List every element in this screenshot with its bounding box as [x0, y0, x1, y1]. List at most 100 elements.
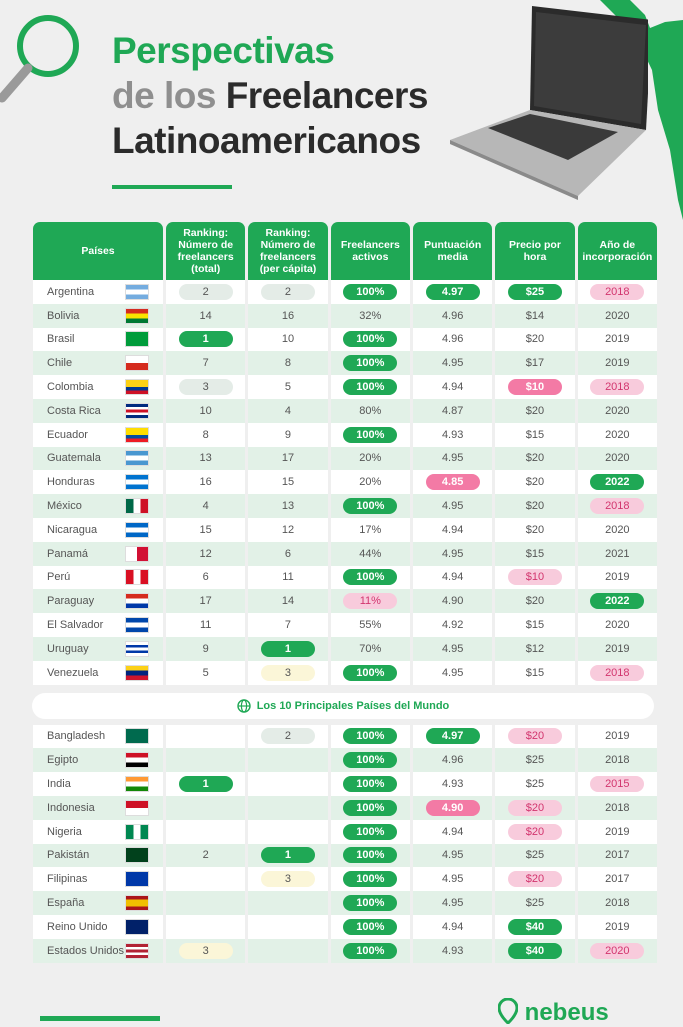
country-name: Reino Unido: [47, 920, 108, 933]
cell-value: 4.94: [441, 523, 464, 536]
cell-value: 4.93: [441, 428, 464, 441]
cell-value: $20: [507, 799, 562, 816]
table-cell: 3: [248, 660, 328, 685]
table-cell: 4.96: [412, 303, 493, 328]
cell-value: 13: [199, 452, 212, 465]
cell-value: 10: [281, 333, 295, 346]
table-cell: $10: [495, 565, 575, 590]
country-cell: Brasil: [33, 327, 163, 352]
table-cell: 2022: [577, 589, 657, 614]
table-row: El Salvador 11 7 55% 4.92 $15 2020: [33, 613, 657, 637]
cell-value: 4.95: [441, 500, 464, 513]
table-cell: 1: [166, 327, 246, 352]
cell-value: 2022: [590, 474, 645, 491]
table-cell: 4.96: [412, 748, 493, 773]
country-name: Argentina: [47, 285, 95, 298]
table-cell: $20: [495, 327, 575, 352]
table-cell: $20: [495, 867, 575, 892]
table-row: Reino Unido 100% 4.94 $40 2019: [33, 914, 657, 939]
page-title: Perspectivas de los Freelancers Latinoam…: [112, 28, 428, 163]
table-cell: $15: [495, 422, 575, 447]
flag-ph-icon: [125, 871, 149, 888]
country-cell: Honduras: [33, 470, 163, 495]
table-cell: 16: [166, 470, 246, 495]
cell-value: 100%: [343, 847, 398, 864]
cell-value: $20: [525, 523, 545, 536]
world-rows: Bangladesh 2 100% 4.97 $20 2019 Egipto 100% 4.96…: [33, 724, 657, 963]
flag-gt-icon: [125, 450, 149, 467]
table-cell: 4.95: [412, 867, 493, 892]
table-cell: 8: [166, 422, 246, 447]
cell-value: 100%: [343, 498, 398, 515]
table-cell: 8: [248, 351, 328, 376]
cell-value: 4.95: [441, 357, 464, 370]
table-cell: $25: [495, 843, 575, 868]
cell-value: 4.95: [441, 849, 464, 862]
table-row: Guatemala 13 17 20% 4.95 $20 2020: [33, 446, 657, 471]
cell-value: 4: [284, 404, 292, 417]
table-cell: 100%: [330, 914, 410, 939]
latam-rows: Argentina 2 2 100% 4.97 $25 2018 Bolivia 14 16 32%…: [33, 280, 657, 685]
table-cell: $20: [495, 724, 575, 749]
table-cell: 4.95: [412, 494, 493, 518]
cell-value: 9: [284, 428, 292, 441]
flag-ar-icon: [125, 283, 149, 300]
cell-value: $20: [525, 404, 545, 417]
table-cell: $20: [495, 446, 575, 471]
cell-value: $20: [525, 595, 545, 608]
table-cell: 4.93: [412, 938, 493, 963]
cell-value: 6: [284, 547, 292, 560]
table-cell: 7: [166, 351, 246, 376]
table-cell: 1: [166, 772, 246, 796]
table-cell: 11%: [330, 589, 410, 614]
table-cell: 2020: [577, 938, 657, 963]
cell-value: 4.94: [441, 571, 464, 584]
flag-br-icon: [125, 331, 149, 348]
country-cell: Paraguay: [33, 589, 163, 614]
country-cell: Colombia: [33, 375, 163, 399]
country-name: Perú: [47, 571, 71, 584]
table-cell: 100%: [330, 819, 410, 844]
cell-value: 2017: [605, 873, 630, 886]
table-cell: $17: [495, 351, 575, 376]
table-cell: 6: [248, 541, 328, 566]
table-cell: 100%: [330, 375, 410, 399]
laptop-illustration: [450, 6, 648, 200]
table-cell: 2018: [577, 280, 657, 304]
country-name: Paraguay: [47, 595, 95, 608]
table-cell: 2020: [577, 303, 657, 328]
cell-value: 15: [199, 523, 212, 536]
table-cell: 2: [166, 280, 246, 304]
cell-value: $15: [525, 547, 545, 560]
cell-value: 12: [199, 547, 212, 560]
cell-value: 2: [260, 728, 315, 745]
cell-value: 100%: [343, 776, 398, 793]
cell-value: 1: [178, 331, 233, 348]
table-cell: [166, 867, 246, 892]
cell-value: 2020: [605, 404, 630, 417]
country-name: España: [47, 896, 85, 909]
cell-value: 4.95: [441, 666, 464, 679]
country-name: Nigeria: [47, 825, 82, 838]
table-cell: $40: [495, 938, 575, 963]
country-name: Bolivia: [47, 309, 80, 322]
cell-value: 10: [199, 404, 212, 417]
cell-value: 4.96: [441, 754, 464, 767]
country-name: Bangladesh: [47, 730, 106, 743]
cell-value: 4.95: [441, 452, 464, 465]
cell-value: 20%: [359, 452, 382, 465]
cell-value: 100%: [343, 895, 398, 912]
title-line-3: Latinoamericanos: [112, 120, 421, 161]
table-cell: 10: [248, 327, 328, 352]
country-name: Indonesia: [47, 801, 95, 814]
cell-value: 4.93: [441, 944, 464, 957]
cell-value: 5: [202, 666, 209, 679]
table-cell: 100%: [330, 843, 410, 868]
cell-value: 17: [281, 452, 295, 465]
cell-value: 100%: [343, 569, 398, 586]
cell-value: 2: [178, 283, 233, 300]
table-cell: [248, 772, 328, 796]
cell-value: $15: [525, 619, 545, 632]
cell-value: 6: [202, 571, 209, 584]
table-cell: 2019: [577, 351, 657, 376]
